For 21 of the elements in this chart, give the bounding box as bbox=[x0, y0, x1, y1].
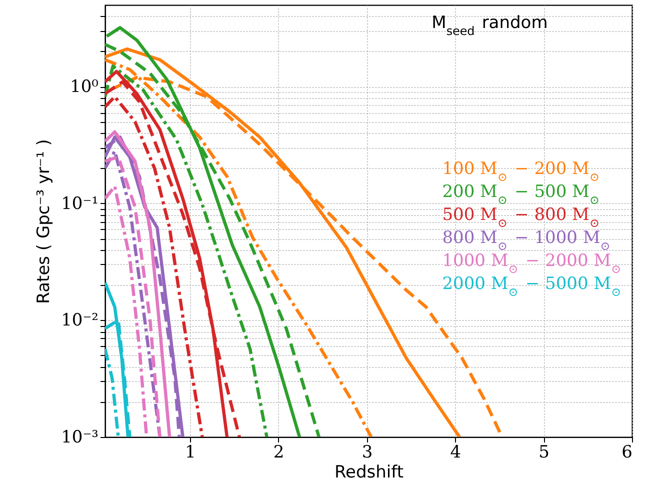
y-axis-title: Rates ( Gpc⁻³ yr⁻¹ ) bbox=[34, 139, 54, 304]
x-tick-label: 5 bbox=[538, 442, 550, 462]
text: 2000 M$_{⊙}$ − 5000 M$_{⊙}$ bbox=[442, 274, 622, 300]
annotation: M$_{seed}$ random bbox=[432, 13, 548, 38]
x-tick-label: 3 bbox=[362, 442, 373, 462]
line-series bbox=[105, 95, 204, 437]
text: 200 M$_{⊙}$ − 500 M$_{⊙}$ bbox=[442, 182, 600, 208]
y-tick-label: 10⁻³ bbox=[61, 428, 98, 448]
text: 1000 M$_{⊙}$ − 2000 M$_{⊙}$ bbox=[442, 251, 622, 276]
x-axis-title: Redshift bbox=[334, 462, 404, 482]
y-tick-label: 10⁻¹ bbox=[61, 194, 98, 214]
x-tick-label: 6 bbox=[622, 442, 632, 462]
x-tick-label: 1 bbox=[184, 442, 196, 462]
x-tick-label: 2 bbox=[273, 442, 284, 462]
x-tick-label: 4 bbox=[450, 442, 462, 462]
y-tick-label: 10⁻² bbox=[61, 310, 98, 331]
text: 500 M$_{⊙}$ − 800 M$_{⊙}$ bbox=[442, 205, 600, 230]
line-series bbox=[105, 64, 268, 437]
text: 800 M$_{⊙}$ − 1000 M$_{⊙}$ bbox=[442, 228, 610, 254]
text: 100 M$_{⊙}$ − 200 M$_{⊙}$ bbox=[442, 159, 600, 184]
y-tick-label: 10⁰ bbox=[70, 77, 99, 98]
